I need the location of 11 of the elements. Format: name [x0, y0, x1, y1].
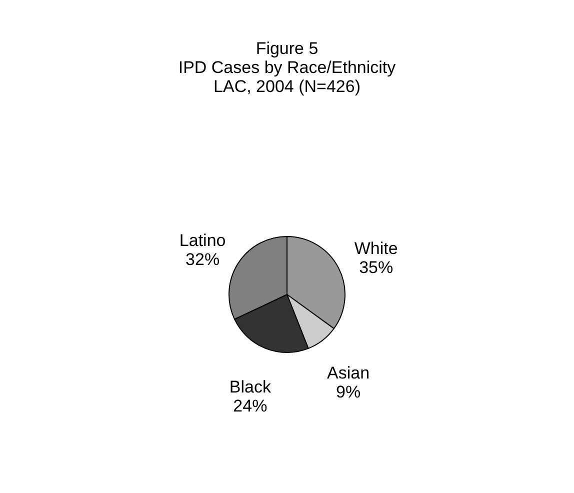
slice-label: Black	[229, 377, 272, 396]
text: Figure 5	[256, 39, 318, 58]
data-label: 24%	[233, 396, 268, 416]
text: LAC, 2004 (N=426)	[214, 77, 360, 96]
slice-label: Latino	[179, 230, 226, 250]
slice-label: Asian	[327, 364, 370, 383]
text: IPD Cases by Race/Ethnicity	[178, 58, 396, 77]
data-label: 35%	[359, 258, 394, 278]
data-label: 9%	[336, 382, 361, 402]
data-label: 32%	[186, 250, 220, 269]
slice-label: White	[354, 239, 398, 258]
